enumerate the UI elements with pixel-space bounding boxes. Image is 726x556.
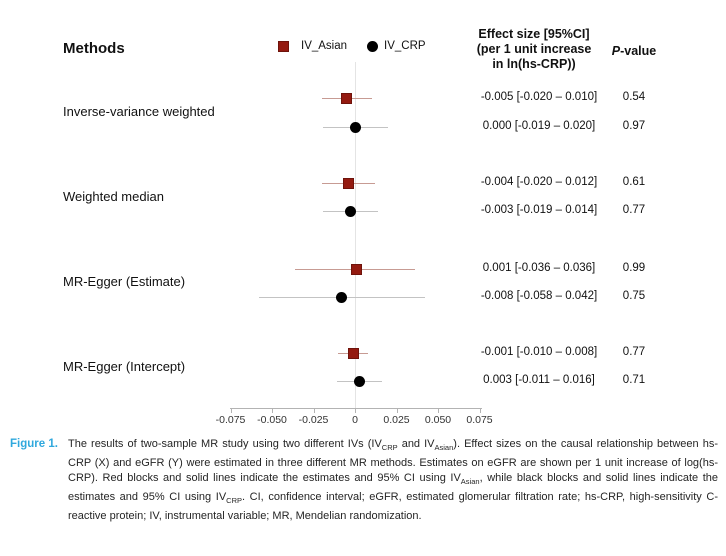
x-axis-tick <box>272 408 273 413</box>
x-axis-tick <box>396 408 398 413</box>
legend-item-label: IV_CRP <box>384 40 426 52</box>
p-value: 0.99 <box>622 262 646 274</box>
caption-subscript: CRP <box>381 443 398 453</box>
effect-size-value: 0.000 [-0.019 – 0.020] <box>482 120 596 132</box>
effect-size-value: 0.003 [-0.011 – 0.016] <box>483 374 595 386</box>
figure-number-label: Figure 1. <box>10 438 58 450</box>
zero-reference-line <box>355 62 356 408</box>
legend-circle-icon <box>367 41 378 52</box>
effect-size-value: -0.005 [-0.020 – 0.010] <box>480 91 598 103</box>
x-axis-tick <box>479 408 481 413</box>
caption-subscript: Asian <box>460 476 480 486</box>
estimate-marker-circle <box>354 375 366 387</box>
x-axis-tick <box>355 408 356 413</box>
method-label: Weighted median <box>63 189 164 204</box>
methods-column-header: Methods <box>63 40 125 57</box>
method-label: Inverse-variance weighted <box>63 104 215 119</box>
effect-size-value: 0.001 [-0.036 – 0.036] <box>482 262 596 274</box>
figure-caption-text: The results of two-sample MR study using… <box>68 438 718 522</box>
x-tick-label: 0.075 <box>466 414 493 426</box>
effect-size-column-header: Effect size [95%CI] (per 1 unit increase i… <box>459 27 609 72</box>
estimate-marker-square <box>347 347 359 359</box>
effect-size-header-line: Effect size [95%CI] <box>478 27 590 41</box>
effect-size-value: -0.001 [-0.010 – 0.008] <box>480 346 598 358</box>
p-value-column-header: P-value <box>611 44 657 58</box>
x-tick-label: -0.075 <box>215 414 246 426</box>
legend-item-label: IV_Asian <box>301 40 348 52</box>
p-value: 0.71 <box>622 374 646 386</box>
x-axis-tick <box>438 408 439 413</box>
x-tick-label: -0.025 <box>298 414 329 426</box>
p-value: 0.54 <box>622 91 646 103</box>
estimate-marker-square <box>351 263 363 275</box>
legend-square-icon <box>278 41 289 52</box>
effect-size-header-line: (per 1 unit increase <box>476 42 592 56</box>
x-tick-label: -0.050 <box>257 414 287 426</box>
effect-size-value: -0.004 [-0.020 – 0.012] <box>480 176 598 188</box>
caption-subscript: CRP <box>226 495 243 505</box>
p-value: 0.77 <box>622 346 646 358</box>
x-tick-label: 0.050 <box>424 414 452 426</box>
estimate-marker-square <box>342 177 354 189</box>
effect-size-header-line: in ln(hs-CRP)) <box>492 57 576 71</box>
x-axis-tick <box>230 408 232 413</box>
estimate-marker-square <box>341 92 353 104</box>
x-axis-line <box>230 408 482 409</box>
p-value: 0.61 <box>622 176 646 188</box>
x-tick-label: 0.025 <box>383 414 410 426</box>
figure-caption: Figure 1. The results of two-sample MR s… <box>10 437 718 524</box>
method-label: MR-Egger (Intercept) <box>63 359 186 374</box>
p-value: 0.75 <box>622 290 646 302</box>
estimate-marker-circle <box>349 121 361 133</box>
method-label: MR-Egger (Estimate) <box>63 274 186 289</box>
caption-subscript: Asian <box>434 443 454 453</box>
effect-size-value: -0.003 [-0.019 – 0.014] <box>480 204 598 216</box>
x-tick-label: 0 <box>352 414 358 426</box>
estimate-marker-circle <box>344 205 356 217</box>
p-italic: P <box>611 44 621 58</box>
x-axis-tick <box>313 408 315 413</box>
effect-size-value: -0.008 [-0.058 – 0.042] <box>480 290 598 302</box>
p-value: 0.77 <box>622 204 646 216</box>
estimate-marker-circle <box>336 291 348 303</box>
p-value: 0.97 <box>622 120 646 132</box>
